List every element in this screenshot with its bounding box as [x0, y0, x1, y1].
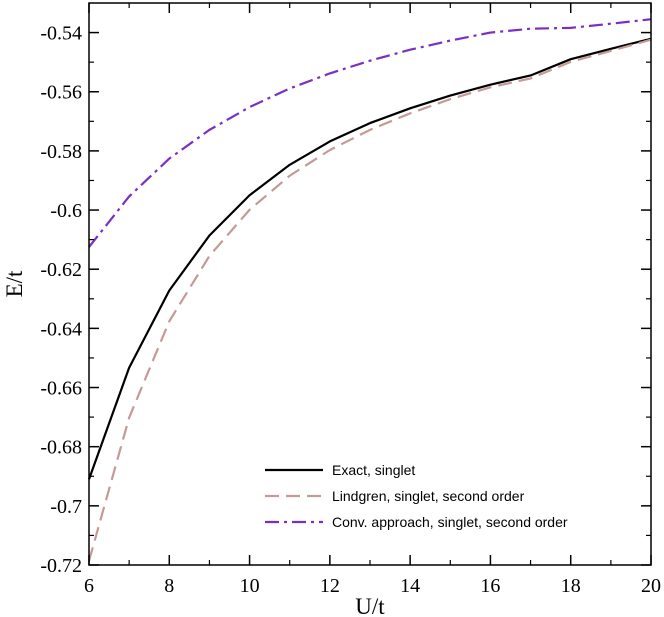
y-tick-label: -0.54: [40, 23, 82, 45]
x-tick-label: 6: [84, 575, 94, 597]
y-tick-label: -0.7: [50, 496, 82, 518]
x-tick-label: 20: [641, 575, 661, 597]
series-line-3: [88, 18, 652, 248]
tick-labels: 6 8 10 12 14 16 18 20 -0.72 -0.7 -0.68 -0.66 -0.64 -0…: [40, 23, 661, 597]
legend-label-3: Conv. approach, singlet, second order: [332, 514, 568, 530]
x-tick-label: 18: [561, 575, 581, 597]
y-tick-label: -0.62: [40, 259, 82, 281]
series-line-1: [87, 37, 652, 480]
series-line-2: [87, 38, 652, 562]
x-axis-label: U/t: [355, 594, 385, 617]
y-axis-label: E/t: [2, 270, 27, 297]
axis-ticks: [88, 3, 652, 566]
legend: Exact, singlet Lindgren, singlet, second …: [265, 462, 568, 530]
legend-label-1: Exact, singlet: [332, 462, 415, 478]
y-tick-label: -0.64: [40, 318, 82, 340]
x-tick-label: 16: [480, 575, 500, 597]
x-tick-label: 10: [240, 575, 260, 597]
y-tick-label: -0.58: [40, 141, 82, 163]
x-tick-label: 14: [400, 575, 420, 597]
y-tick-label: -0.66: [40, 378, 82, 400]
y-tick-label: -0.72: [40, 555, 82, 577]
y-tick-label: -0.56: [40, 82, 82, 104]
y-tick-label: -0.6: [50, 200, 82, 222]
x-tick-label: 12: [320, 575, 340, 597]
series-lines: [87, 18, 652, 562]
legend-label-2: Lindgren, singlet, second order: [332, 488, 525, 504]
y-tick-label: -0.68: [40, 437, 82, 459]
x-tick-label: 8: [164, 575, 174, 597]
